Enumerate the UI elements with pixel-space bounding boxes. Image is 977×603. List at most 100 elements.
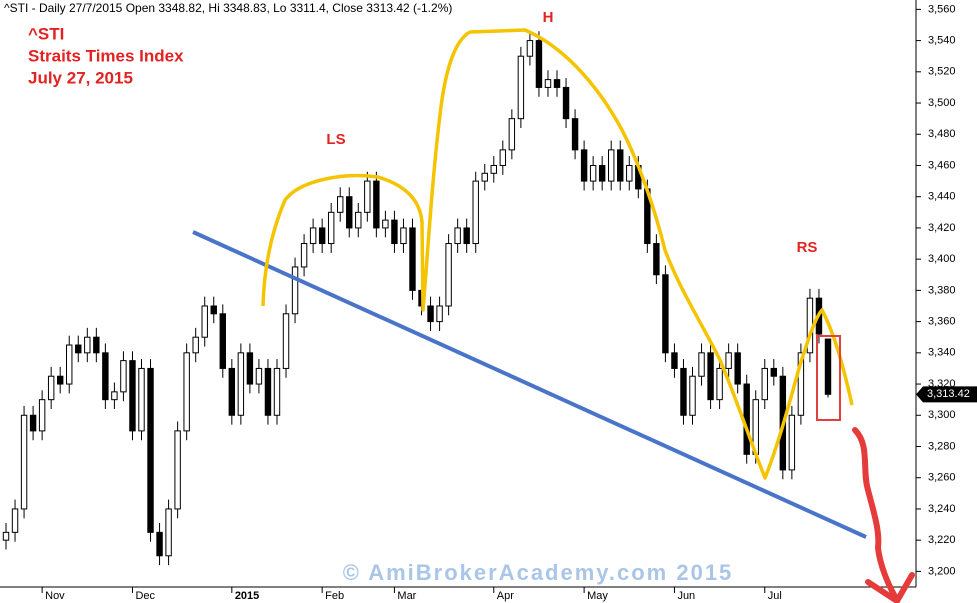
candle-body bbox=[508, 118, 516, 151]
candle-body bbox=[797, 352, 805, 416]
candle-body bbox=[282, 313, 290, 369]
candle-body bbox=[770, 367, 778, 377]
x-tick-label: 2015 bbox=[235, 590, 259, 602]
candle-body bbox=[589, 164, 597, 182]
candle-body bbox=[120, 360, 127, 393]
header: ^STI - Daily 27/7/2015 Open 3348.82, Hi … bbox=[4, 1, 452, 15]
candle-body bbox=[535, 40, 543, 88]
y-tick-label: 3,200 bbox=[928, 565, 956, 577]
candle-body bbox=[689, 375, 696, 416]
candle-body bbox=[29, 414, 37, 432]
candle-body bbox=[598, 164, 606, 182]
candle-body bbox=[84, 336, 91, 354]
candle-body bbox=[337, 196, 344, 213]
candle-body bbox=[327, 211, 335, 245]
y-tick-label: 3,220 bbox=[928, 534, 956, 546]
y-tick-label: 3,240 bbox=[928, 503, 956, 515]
candle-body bbox=[698, 352, 705, 377]
candle-body bbox=[111, 391, 118, 401]
candle-body bbox=[454, 227, 461, 245]
candle-body bbox=[653, 243, 660, 276]
candle-body bbox=[66, 344, 73, 385]
candle-body bbox=[300, 243, 308, 268]
candle-body bbox=[174, 430, 181, 510]
candle-body bbox=[228, 367, 236, 416]
y-tick-label: 3,480 bbox=[928, 128, 956, 140]
candle-body bbox=[553, 79, 561, 88]
candle-body bbox=[11, 508, 19, 533]
y-tick-label: 3,340 bbox=[928, 347, 956, 359]
x-tick-label: Nov bbox=[45, 590, 65, 602]
y-tick-label: 3,360 bbox=[928, 316, 956, 328]
y-tick-label: 3,420 bbox=[928, 222, 956, 234]
candle-body bbox=[725, 352, 732, 369]
candle-body bbox=[237, 352, 245, 416]
candle-body bbox=[544, 79, 552, 88]
candle-body bbox=[617, 149, 624, 182]
x-tick-label: Dec bbox=[135, 590, 155, 602]
last-price-box bbox=[916, 386, 977, 403]
candle-body bbox=[2, 531, 10, 541]
candle-body bbox=[355, 211, 362, 229]
candle-body bbox=[662, 274, 669, 354]
candle-body bbox=[626, 164, 633, 182]
candle-body bbox=[38, 399, 46, 432]
candle-body bbox=[391, 219, 398, 245]
candle-body bbox=[788, 414, 796, 471]
candle-body bbox=[138, 367, 145, 432]
candle-body bbox=[463, 227, 470, 245]
x-tick-label: Feb bbox=[325, 590, 344, 602]
candle-body bbox=[382, 219, 389, 229]
candle-body bbox=[571, 118, 579, 151]
candle-body bbox=[580, 149, 588, 182]
candle-body bbox=[255, 367, 263, 385]
candle-body bbox=[219, 313, 227, 369]
y-tick-label: 3,520 bbox=[928, 66, 956, 78]
candle-body bbox=[824, 338, 832, 395]
candle-body bbox=[273, 367, 281, 416]
y-tick-label: 3,540 bbox=[928, 34, 956, 46]
candle-body bbox=[409, 227, 416, 291]
highlight-box bbox=[816, 335, 841, 421]
head-shoulders-curve bbox=[261, 28, 854, 480]
trend-line bbox=[192, 230, 867, 539]
x-tick-label: Jun bbox=[677, 590, 695, 602]
candle-body bbox=[680, 367, 687, 416]
y-tick-label: 3,260 bbox=[928, 472, 956, 484]
subtitle: Straits Times Index bbox=[28, 46, 184, 65]
candle-body bbox=[734, 352, 741, 385]
candle-body bbox=[562, 86, 570, 120]
candle-body bbox=[210, 305, 217, 315]
candle-body bbox=[56, 375, 64, 385]
pattern-label: LS bbox=[326, 131, 345, 148]
candle-body bbox=[436, 305, 443, 323]
pattern-label: H bbox=[543, 9, 554, 26]
candle-body bbox=[165, 508, 172, 557]
candle-body bbox=[671, 352, 678, 369]
y-tick-label: 3,440 bbox=[928, 191, 956, 203]
candle-body bbox=[373, 180, 380, 229]
candle-body bbox=[192, 336, 199, 354]
candle-body bbox=[318, 227, 326, 245]
candle-body bbox=[707, 352, 714, 401]
candle-body bbox=[102, 352, 109, 401]
candle-body bbox=[472, 180, 479, 245]
pattern-label: RS bbox=[797, 239, 818, 256]
candle-body bbox=[761, 367, 768, 401]
candle-body bbox=[93, 336, 100, 354]
candle-body bbox=[481, 172, 488, 182]
candle-body bbox=[364, 180, 371, 213]
candle-body bbox=[607, 149, 615, 182]
candle-body bbox=[716, 367, 723, 401]
x-tick-label: Apr bbox=[497, 590, 514, 602]
title: ^STI bbox=[28, 24, 64, 43]
candle-body bbox=[156, 531, 163, 557]
candle-body bbox=[201, 305, 208, 338]
y-tick-label: 3,280 bbox=[928, 440, 956, 452]
candle-body bbox=[445, 243, 452, 307]
candle-body bbox=[20, 414, 28, 510]
y-tick-label: 3,560 bbox=[928, 3, 956, 15]
arrow-shaft bbox=[852, 427, 900, 603]
